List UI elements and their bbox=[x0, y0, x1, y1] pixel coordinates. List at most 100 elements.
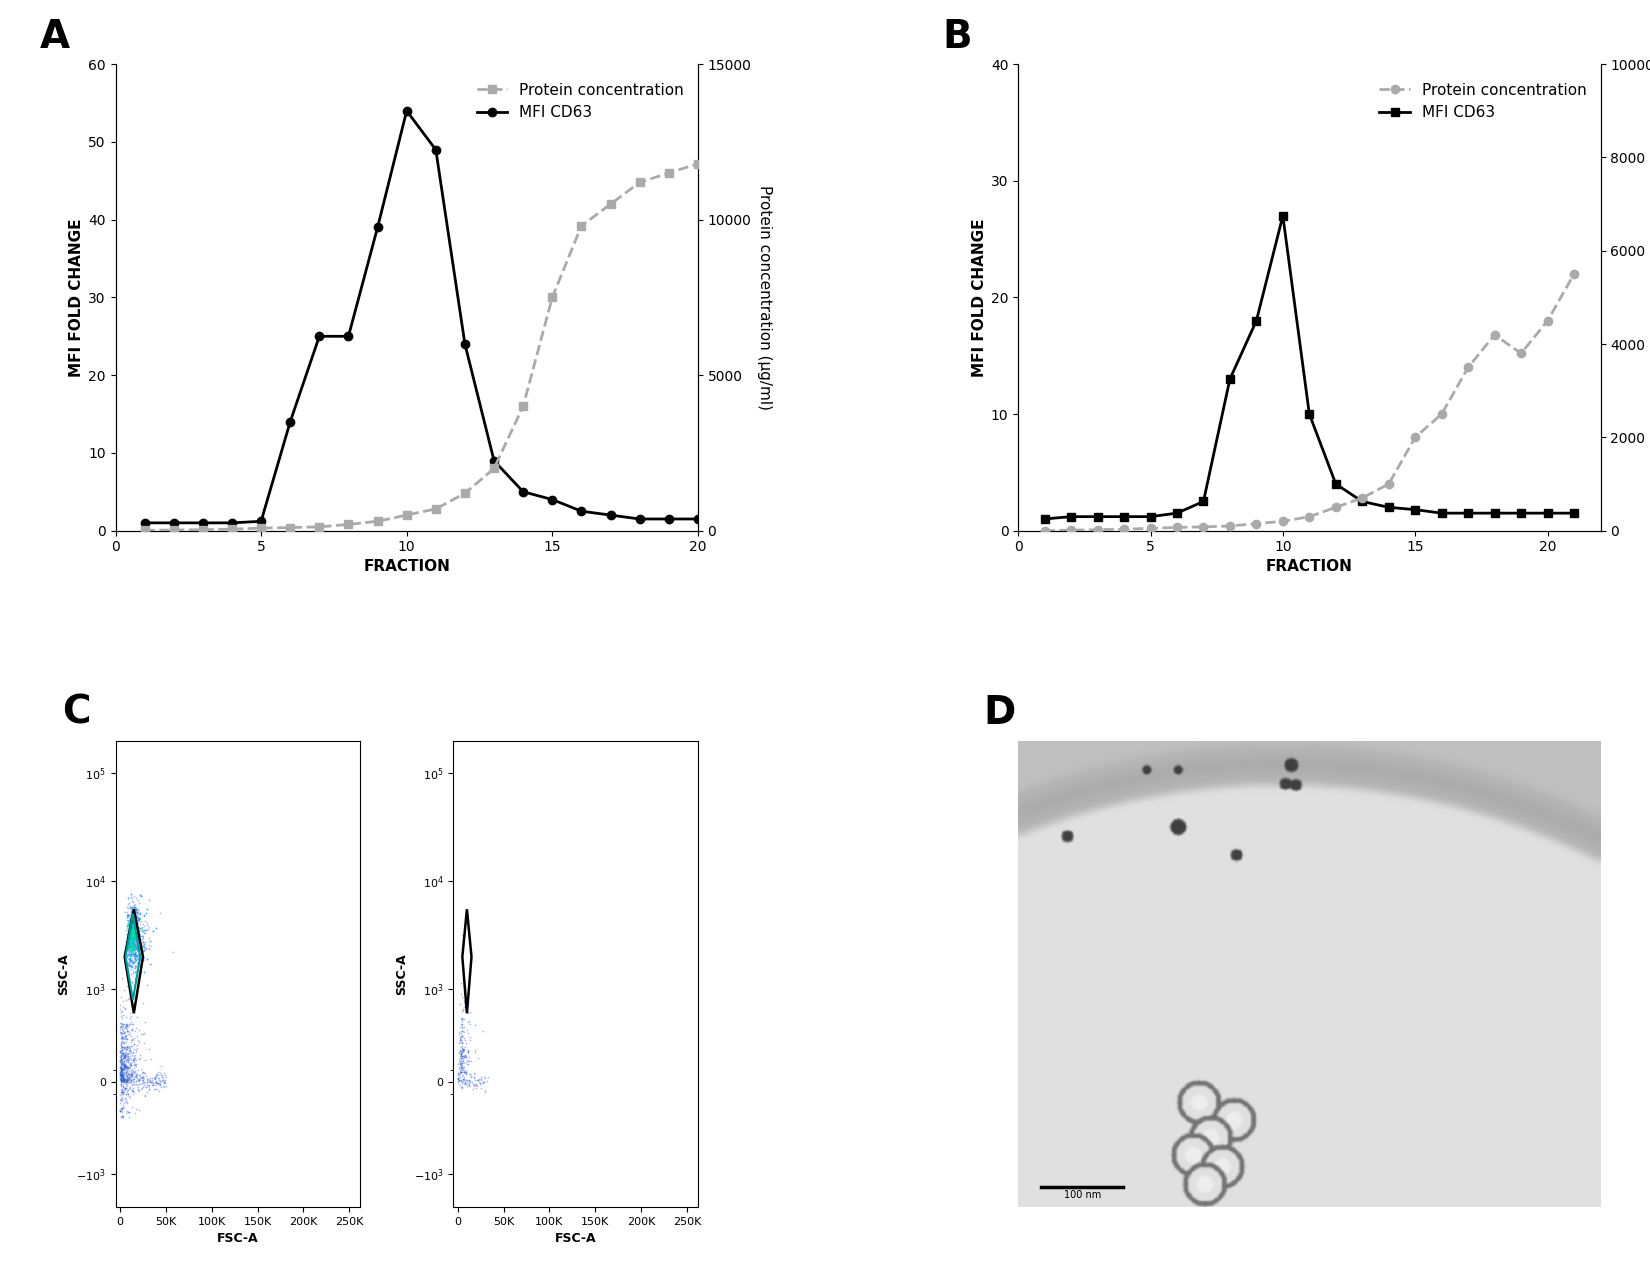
Point bbox=[109, 1063, 135, 1084]
Point bbox=[117, 950, 144, 971]
Point bbox=[122, 930, 148, 950]
Point bbox=[122, 948, 148, 968]
Point bbox=[114, 1072, 140, 1093]
Point bbox=[119, 928, 145, 949]
Point bbox=[122, 909, 148, 930]
Point bbox=[447, 1028, 474, 1049]
Point bbox=[116, 936, 142, 957]
Point bbox=[114, 1014, 140, 1035]
Point bbox=[135, 1071, 162, 1091]
Point bbox=[114, 1071, 140, 1091]
Point bbox=[147, 1063, 173, 1084]
Point bbox=[111, 1071, 137, 1091]
Point bbox=[116, 1079, 142, 1099]
Point bbox=[119, 928, 145, 949]
Point bbox=[116, 941, 142, 962]
Point bbox=[116, 1102, 142, 1122]
Point bbox=[120, 930, 147, 950]
Point bbox=[116, 924, 142, 945]
Point bbox=[125, 1030, 152, 1050]
Point bbox=[114, 1046, 140, 1067]
Point bbox=[140, 1075, 167, 1095]
Point bbox=[132, 1063, 158, 1084]
Point bbox=[129, 921, 155, 941]
Point bbox=[124, 921, 150, 941]
Point bbox=[127, 923, 153, 944]
Point bbox=[119, 921, 145, 941]
Point bbox=[114, 1044, 140, 1064]
Point bbox=[129, 921, 155, 941]
Point bbox=[120, 1067, 147, 1088]
Point bbox=[119, 915, 145, 936]
Point bbox=[116, 1040, 142, 1061]
Point bbox=[119, 937, 145, 958]
Point bbox=[122, 1066, 148, 1086]
Point bbox=[142, 1068, 168, 1089]
Point bbox=[117, 918, 144, 939]
Point bbox=[144, 1073, 170, 1094]
Point bbox=[117, 927, 144, 948]
Point bbox=[134, 919, 160, 940]
Point bbox=[460, 1063, 487, 1084]
Point bbox=[132, 1072, 158, 1093]
Point bbox=[116, 1066, 142, 1086]
Point bbox=[109, 1040, 135, 1061]
Point bbox=[116, 919, 142, 940]
Point bbox=[120, 933, 147, 954]
Point bbox=[120, 944, 147, 964]
Point bbox=[112, 1077, 139, 1098]
Point bbox=[109, 1052, 135, 1072]
Point bbox=[116, 933, 142, 954]
Point bbox=[447, 1031, 474, 1052]
Point bbox=[109, 1080, 135, 1100]
Point bbox=[107, 1062, 134, 1082]
Point bbox=[109, 1027, 135, 1048]
Point bbox=[122, 944, 148, 964]
Point bbox=[122, 923, 148, 944]
Point bbox=[120, 927, 147, 948]
Point bbox=[119, 928, 145, 949]
Point bbox=[114, 924, 140, 945]
Point bbox=[446, 1032, 472, 1053]
Point bbox=[122, 944, 148, 964]
Point bbox=[109, 1098, 135, 1118]
Point bbox=[449, 1041, 475, 1062]
Point bbox=[135, 935, 162, 955]
Point bbox=[117, 932, 144, 953]
Point bbox=[119, 923, 145, 944]
Point bbox=[117, 946, 144, 967]
Point bbox=[127, 937, 153, 958]
Point bbox=[111, 1075, 137, 1095]
Point bbox=[114, 1049, 140, 1070]
Point bbox=[130, 935, 157, 955]
Point bbox=[120, 910, 147, 931]
Point bbox=[119, 1013, 145, 1034]
Point bbox=[119, 922, 145, 942]
Point bbox=[120, 1071, 147, 1091]
Point bbox=[125, 930, 152, 950]
Point bbox=[446, 1025, 472, 1045]
Point bbox=[462, 1073, 488, 1094]
Point bbox=[119, 912, 145, 932]
Point bbox=[125, 924, 152, 945]
Point bbox=[130, 931, 157, 951]
Point bbox=[119, 1019, 145, 1040]
Point bbox=[120, 921, 147, 941]
Point bbox=[112, 1079, 139, 1099]
Point bbox=[117, 913, 144, 933]
Point bbox=[122, 1071, 148, 1091]
Point bbox=[120, 926, 147, 946]
Point bbox=[125, 926, 152, 946]
Point bbox=[111, 1068, 137, 1089]
Point bbox=[117, 1068, 144, 1089]
Point bbox=[454, 1075, 480, 1095]
Point bbox=[450, 1070, 477, 1090]
Point bbox=[114, 944, 140, 964]
Point bbox=[125, 908, 152, 928]
Point bbox=[120, 940, 147, 960]
Point bbox=[117, 909, 144, 930]
Point bbox=[107, 1028, 134, 1049]
Point bbox=[122, 922, 148, 942]
Point bbox=[134, 913, 160, 933]
Point bbox=[112, 1028, 139, 1049]
